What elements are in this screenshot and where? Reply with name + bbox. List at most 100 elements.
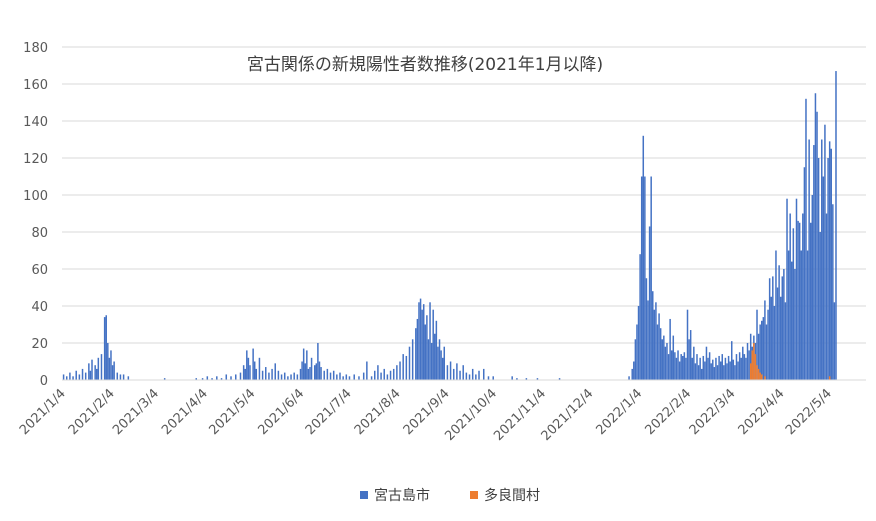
bar-series-0 [195, 378, 198, 380]
bar-series-0 [244, 368, 246, 380]
x-tick-label-0: 2021/1/4 [17, 386, 69, 438]
bar-series-0 [809, 222, 812, 380]
bar-series-0 [644, 176, 646, 380]
bar-series-0 [737, 361, 739, 380]
bar-series-0 [652, 291, 654, 380]
bar-series-0 [821, 139, 823, 380]
bar-series-0 [786, 198, 788, 380]
bar-series-0 [96, 368, 98, 380]
y-tick-label-40: 40 [31, 300, 48, 315]
bar-series-0 [386, 374, 389, 380]
bar-series-0 [781, 276, 784, 380]
bar-series-0 [62, 374, 65, 380]
bar-series-0 [721, 354, 724, 380]
bar-series-0 [718, 355, 720, 380]
bar-series-0 [310, 357, 313, 380]
bar-series-0 [249, 365, 251, 380]
bar-series-0 [471, 368, 474, 380]
bar-series-0 [664, 346, 667, 380]
bar-series-0 [478, 370, 480, 380]
bar-series-0 [702, 355, 705, 380]
bar-series-0 [216, 376, 218, 380]
x-tick-label-14: 2022/3/4 [687, 386, 739, 438]
bar-series-0 [735, 354, 738, 380]
bar-series-0 [81, 368, 84, 380]
bar-series-0 [824, 124, 826, 380]
bar-series-0 [645, 278, 648, 380]
bar-series-0 [487, 376, 490, 380]
bar-series-0 [389, 370, 392, 380]
bar-series-0 [336, 374, 338, 380]
bar-series-0 [246, 350, 248, 380]
bar-series-0 [242, 365, 245, 380]
bar-series-0 [707, 357, 709, 380]
bar-series-0 [78, 374, 81, 380]
bar-series-0 [100, 354, 103, 380]
bar-series-0 [813, 145, 815, 380]
bar-series-0 [258, 357, 261, 380]
x-tick-label-9: 2021/10/4 [442, 386, 500, 444]
bar-series-0 [318, 361, 321, 380]
bar-series-0 [211, 378, 213, 380]
y-tick-label-0: 0 [40, 374, 48, 389]
bar-series-0 [370, 376, 373, 380]
bar-series-0 [659, 328, 662, 380]
x-tick-label-13: 2022/2/4 [642, 386, 694, 438]
bar-series-0 [429, 302, 431, 380]
bar-series-0 [669, 318, 671, 380]
bar-series-0 [339, 372, 341, 380]
bar-series-0 [816, 111, 818, 380]
bar-series-0 [746, 343, 749, 380]
bar-series-0 [757, 333, 760, 380]
bar-series-0 [392, 368, 395, 380]
bar-series-0 [797, 220, 799, 380]
bar-series-0 [715, 357, 717, 380]
bar-series-0 [252, 348, 254, 380]
bar-series-0 [108, 357, 111, 380]
bar-series-0 [768, 278, 771, 380]
bar-series-0 [482, 368, 485, 380]
bar-series-0 [65, 376, 68, 380]
bar-series-0 [107, 343, 109, 380]
bar-series-0 [446, 365, 449, 380]
bar-series-0 [443, 346, 446, 380]
x-tick-label-15: 2022/4/4 [736, 386, 788, 438]
bar-series-0 [405, 355, 408, 380]
bar-series-0 [795, 198, 798, 380]
bar-series-0 [672, 335, 675, 380]
bar-series-0 [663, 335, 665, 380]
bar-series-0 [776, 287, 779, 380]
bar-series-0 [421, 309, 423, 380]
bar-series-0 [822, 176, 825, 380]
bar-series-0 [694, 363, 697, 380]
bar-series-0 [399, 361, 401, 380]
bar-series-1 [756, 365, 758, 380]
bar-series-0 [475, 374, 477, 380]
bar-series-0 [309, 367, 311, 380]
bar-series-1 [754, 354, 757, 380]
bar-series-0 [304, 363, 306, 380]
bar-series-0 [293, 372, 295, 380]
bar-series-0 [637, 306, 640, 380]
bar-series-0 [772, 276, 774, 380]
bar-series-0 [452, 368, 455, 380]
bar-series-0 [299, 368, 302, 380]
bar-series-0 [759, 324, 761, 380]
bar-series-0 [713, 367, 716, 380]
bar-series-0 [734, 365, 736, 380]
bar-series-0 [811, 195, 814, 380]
bar-series-0 [691, 357, 693, 380]
bar-series-0 [667, 354, 670, 380]
bar-series-0 [634, 339, 637, 380]
bar-series-0 [677, 350, 679, 380]
bar-series-0 [825, 213, 828, 380]
bar-series-0 [792, 228, 795, 380]
bar-series-0 [261, 370, 264, 380]
bar-series-0 [465, 372, 468, 380]
x-tick-label-1: 2021/2/4 [66, 386, 118, 438]
bar-series-0 [765, 324, 768, 380]
bar-series-0 [830, 148, 832, 380]
bar-series-0 [784, 302, 787, 380]
bar-series-0 [791, 261, 793, 380]
bar-series-0 [271, 368, 273, 380]
